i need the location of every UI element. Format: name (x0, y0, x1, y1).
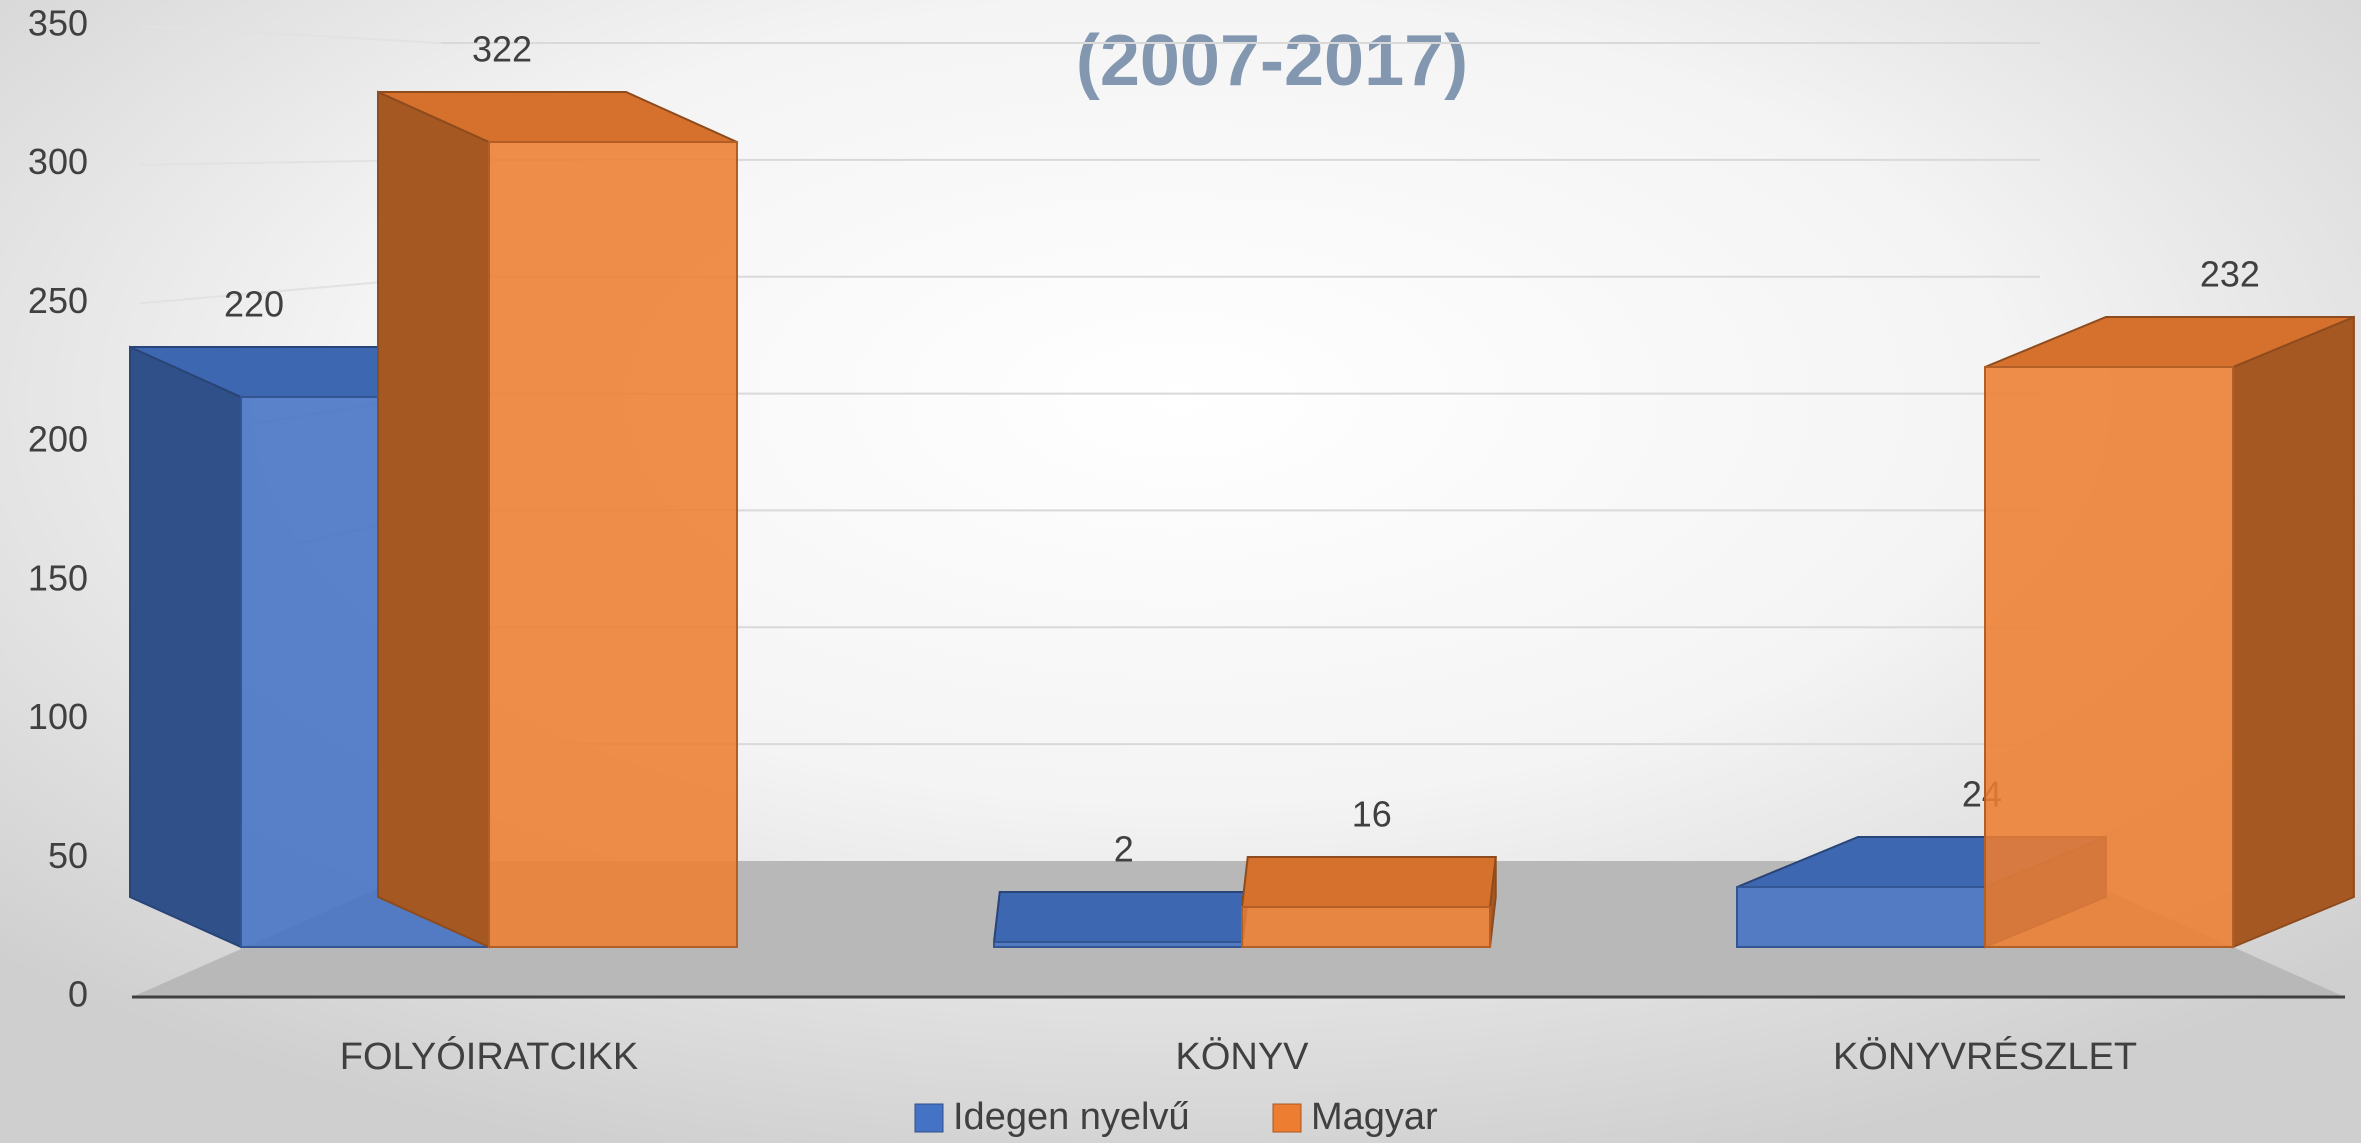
legend-label: Idegen nyelvű (953, 1096, 1190, 1138)
data-label: 220 (224, 284, 284, 325)
bar-top (992, 891, 1249, 943)
legend-swatch (1272, 1103, 1302, 1133)
bar-top (1240, 856, 1497, 908)
bar (488, 141, 738, 948)
y-tick-label: 100 (28, 696, 88, 737)
data-label: 16 (1352, 794, 1392, 835)
bar (993, 941, 1243, 948)
x-tick-label: FOLYÓIRATCIKK (340, 1035, 638, 1078)
legend-label: Magyar (1311, 1096, 1438, 1138)
y-tick-label: 150 (28, 557, 88, 598)
bar (1736, 886, 1986, 948)
bar-side (129, 345, 242, 949)
y-tick-label: 200 (28, 419, 88, 460)
y-tick-label: 50 (48, 835, 88, 876)
bar (1984, 366, 2234, 948)
y-tick-label: 350 (28, 3, 88, 44)
data-label: 322 (472, 29, 532, 70)
bar (1241, 906, 1491, 948)
x-tick-label: KÖNYV (1175, 1036, 1309, 1078)
bar-side (2232, 315, 2355, 949)
bar-side (377, 90, 490, 949)
x-tick-label: KÖNYVRÉSZLET (1833, 1035, 2137, 1078)
data-label: 2 (1114, 829, 1134, 870)
y-tick-label: 250 (28, 280, 88, 321)
y-tick-label: 0 (68, 974, 88, 1015)
y-tick-label: 300 (28, 141, 88, 182)
chart-title: (2007-2017) (1076, 21, 1468, 101)
legend-swatch (914, 1103, 944, 1133)
grid-line (139, 25, 442, 44)
data-label: 232 (2200, 254, 2260, 295)
